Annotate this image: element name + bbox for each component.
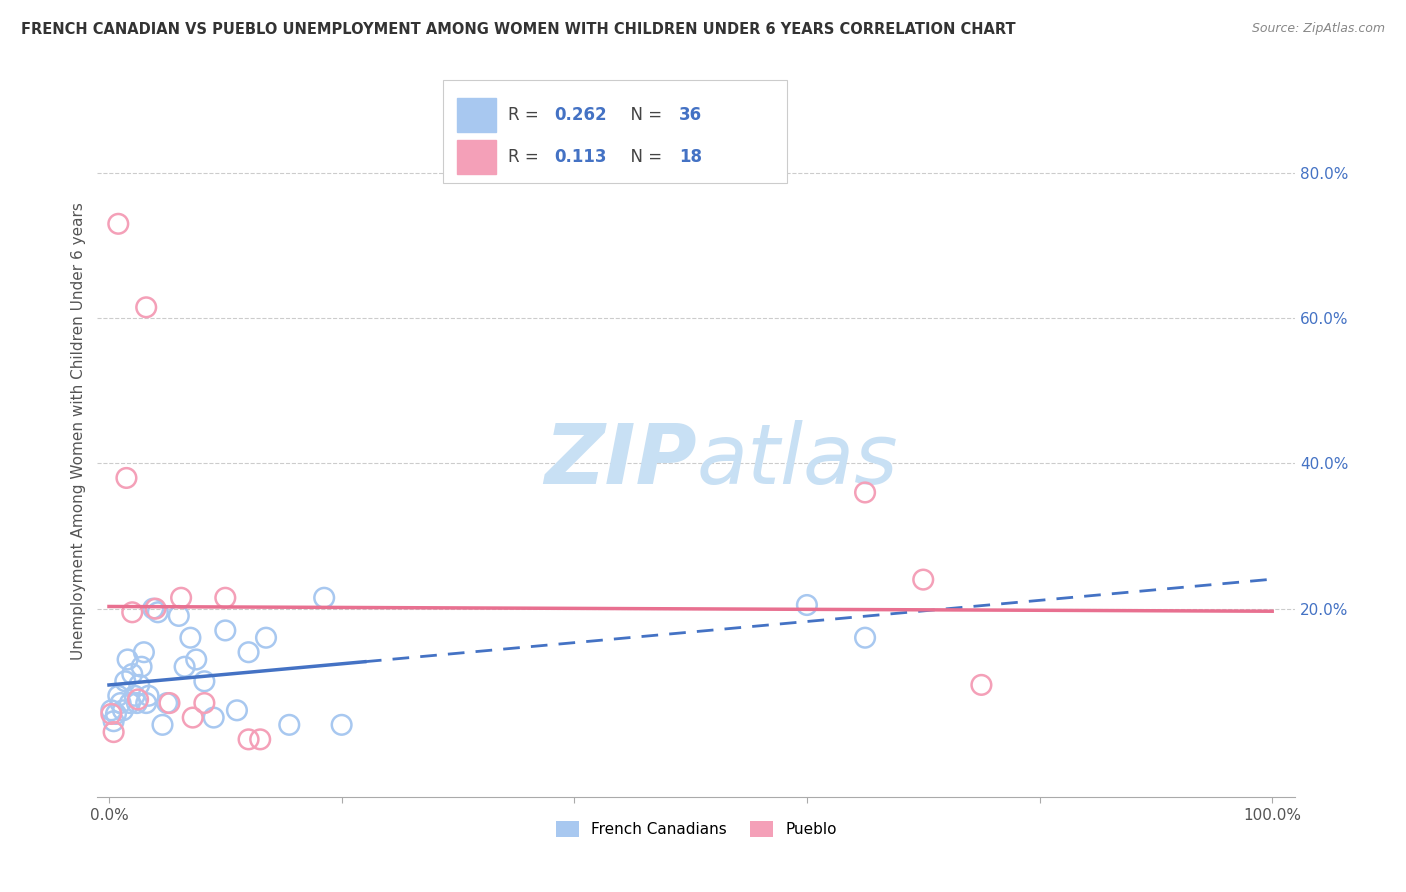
Point	[214, 591, 236, 605]
Text: atlas: atlas	[696, 419, 898, 500]
Point	[152, 718, 174, 732]
Text: FRENCH CANADIAN VS PUEBLO UNEMPLOYMENT AMONG WOMEN WITH CHILDREN UNDER 6 YEARS C: FRENCH CANADIAN VS PUEBLO UNEMPLOYMENT A…	[21, 22, 1015, 37]
Point	[853, 485, 876, 500]
Point	[181, 710, 204, 724]
Point	[115, 471, 138, 485]
Point	[193, 674, 215, 689]
Point	[238, 732, 260, 747]
Point	[124, 689, 146, 703]
Text: R =: R =	[508, 106, 544, 124]
Point	[100, 706, 122, 721]
Point	[167, 608, 190, 623]
Point	[121, 667, 143, 681]
Point	[117, 652, 139, 666]
Point	[110, 696, 132, 710]
Text: N =: N =	[620, 106, 668, 124]
Point	[107, 217, 129, 231]
Point	[128, 678, 150, 692]
Text: 18: 18	[679, 148, 702, 166]
Point	[114, 674, 136, 689]
Point	[226, 703, 249, 717]
Point	[142, 601, 165, 615]
Point	[125, 696, 148, 710]
Text: R =: R =	[508, 148, 548, 166]
Text: Source: ZipAtlas.com: Source: ZipAtlas.com	[1251, 22, 1385, 36]
Point	[314, 591, 336, 605]
Point	[103, 725, 125, 739]
Point	[103, 714, 125, 729]
Text: 36: 36	[679, 106, 702, 124]
Point	[278, 718, 301, 732]
Point	[100, 703, 122, 717]
Point	[170, 591, 193, 605]
Point	[186, 652, 208, 666]
Point	[853, 631, 876, 645]
Point	[132, 645, 155, 659]
Text: 0.262: 0.262	[554, 106, 606, 124]
Point	[121, 605, 143, 619]
Point	[135, 696, 157, 710]
Point	[146, 605, 169, 619]
Point	[118, 696, 141, 710]
Text: 0.113: 0.113	[554, 148, 606, 166]
Point	[330, 718, 353, 732]
Legend: French Canadians, Pueblo: French Canadians, Pueblo	[548, 814, 844, 845]
Point	[254, 631, 277, 645]
Point	[135, 301, 157, 315]
Text: N =: N =	[620, 148, 668, 166]
Point	[145, 601, 167, 615]
Point	[156, 696, 179, 710]
Point	[796, 598, 818, 612]
Point	[159, 696, 181, 710]
Point	[193, 696, 215, 710]
Point	[912, 573, 935, 587]
Point	[131, 659, 153, 673]
Point	[107, 689, 129, 703]
Point	[249, 732, 271, 747]
Point	[202, 710, 225, 724]
Point	[138, 689, 160, 703]
Text: ZIP: ZIP	[544, 419, 696, 500]
Point	[238, 645, 260, 659]
Point	[179, 631, 201, 645]
Y-axis label: Unemployment Among Women with Children Under 6 years: Unemployment Among Women with Children U…	[72, 202, 86, 660]
Point	[104, 706, 127, 721]
Point	[173, 659, 195, 673]
Point	[111, 703, 134, 717]
Point	[970, 678, 993, 692]
Point	[127, 692, 149, 706]
Point	[214, 624, 236, 638]
